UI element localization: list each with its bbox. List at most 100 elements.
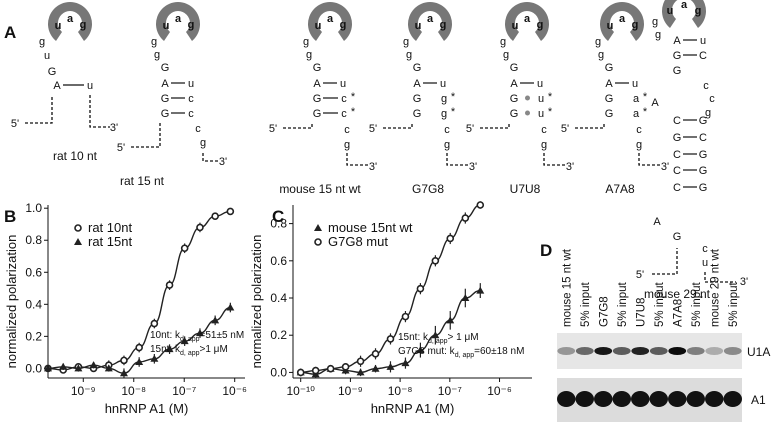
lane-label: 5% input (691, 281, 703, 327)
data-point (386, 335, 395, 343)
backbone (446, 153, 468, 166)
backbone (202, 153, 218, 162)
nucleotide: 3' (740, 276, 748, 288)
nucleotide: G (605, 93, 614, 105)
panel-label: B (4, 207, 16, 226)
nucleotide: c (188, 93, 194, 105)
panel-label: C (272, 207, 284, 226)
band (686, 347, 705, 355)
nucleotide: g (444, 139, 450, 151)
nucleotide: g (406, 49, 412, 61)
data-point (431, 257, 440, 265)
nucleotide: g (598, 49, 604, 61)
y-tick-label: 0.6 (25, 265, 42, 279)
nucleotide: g (151, 36, 157, 48)
data-point (104, 364, 113, 372)
annotation: 15nt: kd, app>1 μM (150, 344, 228, 357)
nucleotide: g (500, 36, 506, 48)
structure-caption: rat 15 nt (120, 174, 165, 188)
nucleotide: u (538, 93, 544, 105)
loop-shape (156, 2, 200, 42)
data-point (44, 364, 52, 372)
band (705, 347, 724, 355)
nucleotide: u (538, 108, 544, 120)
nucleotide: A (53, 80, 61, 92)
lane-label: A7A8 (672, 299, 684, 327)
y-tick-label: 0.8 (25, 233, 42, 247)
loop-shape (600, 2, 644, 42)
data-point (135, 357, 144, 365)
nucleotide: c (703, 80, 709, 92)
nucleotide: 5' (466, 123, 474, 135)
nucleotide: g (441, 108, 447, 120)
annotation-part: 15nt: k (398, 332, 429, 343)
legend-marker (74, 238, 82, 245)
x-tick-label: 10⁻⁹ (71, 384, 96, 398)
nucleotide: G (413, 62, 422, 74)
x-tick-label: 10⁻⁷ (438, 384, 462, 398)
x-axis-label: hnRNP A1 (M) (371, 401, 455, 416)
nucleotide: C (673, 165, 681, 177)
nucleotide: A (605, 78, 613, 90)
data-point (401, 359, 410, 367)
nucleotide: g (655, 29, 661, 41)
lane-label: 5% input (654, 281, 666, 327)
annotation-part: d, app (180, 336, 200, 343)
lane-label: U7U8 (635, 298, 647, 327)
nucleotide: g (344, 139, 350, 151)
nucleotide: * (643, 91, 648, 103)
x-tick-label: 10⁻⁶ (222, 384, 247, 398)
nucleotide: A (313, 78, 321, 90)
x-axis-label: hnRNP A1 (M) (105, 401, 189, 416)
data-point (371, 364, 380, 372)
band-label: U1A (747, 345, 770, 359)
nucleotide: a (175, 13, 182, 25)
nucleotide: G (313, 108, 322, 120)
nucleotide: c (188, 108, 194, 120)
band (575, 347, 594, 355)
nucleotide: g (154, 49, 160, 61)
annotation-part: d, app (455, 352, 475, 359)
backbone (89, 95, 110, 128)
data-point (386, 362, 395, 370)
data-point (59, 362, 68, 370)
data-point (74, 364, 83, 372)
data-point (311, 366, 320, 375)
band (631, 347, 650, 355)
nucleotide: G (510, 93, 519, 105)
nucleotide: u (440, 78, 446, 90)
nucleotide: g (188, 19, 195, 31)
nucleotide: u (537, 78, 543, 90)
nucleotide: C (699, 50, 707, 62)
nucleotide: u (188, 78, 194, 90)
x-tick-label: 10⁻¹⁰ (286, 384, 315, 398)
lane-label: G7G8 (598, 296, 610, 327)
x-tick-label: 10⁻⁸ (388, 384, 413, 398)
backbone (346, 153, 368, 166)
nucleotide: a (619, 13, 626, 25)
legend-label: rat 10nt (88, 220, 132, 235)
nucleotide: * (451, 106, 456, 118)
nucleotide: 3' (661, 161, 669, 173)
nucleotide: u (44, 50, 50, 62)
annotation: 15nt: kd, app> 1 μM (398, 332, 479, 345)
nucleotide: a (681, 0, 688, 11)
nucleotide: a (327, 13, 334, 25)
nucleotide: c (341, 108, 347, 120)
nucleotide: * (548, 106, 553, 118)
backbone (283, 123, 313, 129)
nucleotide: * (548, 91, 553, 103)
legend-label: rat 15nt (88, 234, 132, 249)
data-point (150, 319, 159, 328)
nucleotide: g (303, 36, 309, 48)
data-point (446, 316, 455, 324)
nucleotide: 3' (566, 161, 574, 173)
data-point (226, 207, 235, 216)
nucleotide: g (636, 139, 642, 151)
data-point (476, 286, 485, 294)
annotation-part: d, app (180, 350, 200, 357)
legend-label: G7G8 mut (328, 234, 388, 249)
